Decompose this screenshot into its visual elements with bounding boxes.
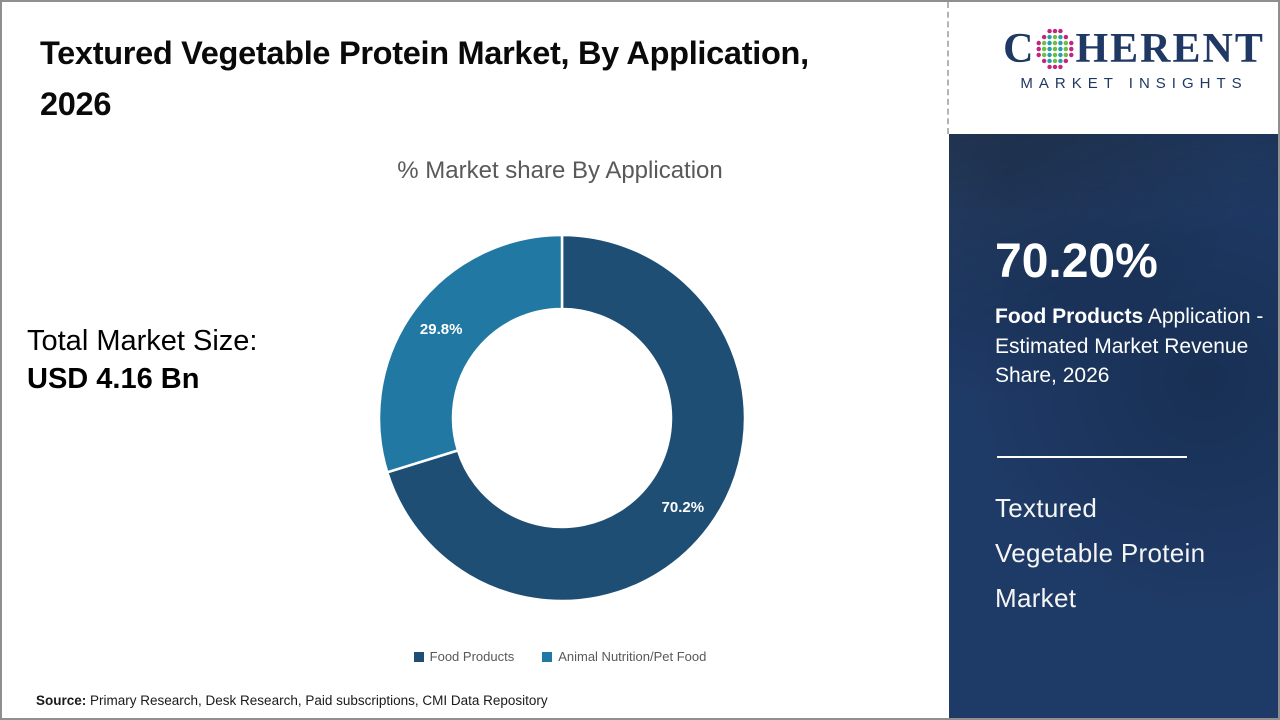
- donut-chart: 70.2% 29.8%: [375, 231, 749, 605]
- sidebar-title-line: Market: [995, 583, 1077, 613]
- globe-dot: [1064, 52, 1069, 58]
- total-market-size-value: USD 4.16 Bn: [27, 363, 200, 395]
- highlight-stat-value: 70.20%: [995, 235, 1158, 288]
- slice-label-1: 29.8%: [420, 321, 463, 338]
- globe-dot: [1064, 40, 1069, 46]
- globe-dot: [1064, 58, 1069, 64]
- donut-slice-1: [377, 233, 564, 474]
- globe-dot: [1047, 64, 1053, 70]
- globe-dot: [1053, 40, 1058, 46]
- globe-dot: [1064, 34, 1069, 40]
- sidebar-divider: [997, 456, 1187, 458]
- globe-dot: [1042, 40, 1047, 46]
- globe-dot: [1058, 34, 1064, 40]
- globe-dot: [1047, 46, 1053, 52]
- donut-slice-0: [385, 233, 747, 603]
- legend-item: Animal Nutrition/Pet Food: [542, 649, 706, 664]
- globe-dot: [1047, 58, 1053, 64]
- sidebar: 70.20% Food Products Application - Estim…: [949, 134, 1278, 718]
- source-label: Source:: [36, 693, 87, 708]
- globe-dot: [1058, 64, 1064, 70]
- globe-dot: [1042, 34, 1047, 40]
- globe-dot: [1069, 46, 1074, 52]
- globe-dot: [1036, 40, 1042, 46]
- globe-dot: [1069, 40, 1074, 46]
- globe-dot: [1053, 52, 1058, 58]
- highlight-stat-description: Food Products Application - Estimated Ma…: [995, 302, 1273, 391]
- legend-label: Animal Nutrition/Pet Food: [558, 649, 707, 664]
- globe-dot: [1053, 28, 1058, 34]
- globe-dot: [1036, 52, 1042, 58]
- total-market-size-label: Total Market Size:: [27, 325, 258, 357]
- globe-dot: [1053, 34, 1058, 40]
- page-title: Textured Vegetable Protein Market, By Ap…: [40, 35, 809, 122]
- sidebar-market-title: Textured Vegetable Protein Market: [995, 486, 1205, 621]
- globe-dot: [1069, 52, 1074, 58]
- legend-marker-icon: [542, 651, 553, 662]
- logo-letter-c: C: [1003, 26, 1036, 72]
- globe-dot: [1047, 28, 1053, 34]
- globe-dot: [1042, 52, 1047, 58]
- globe-dot: [1058, 52, 1064, 58]
- legend-item: Food Products: [413, 649, 515, 664]
- globe-dot: [1058, 58, 1064, 64]
- coherent-globe-icon: [1036, 28, 1074, 70]
- slice-label-0: 70.2%: [662, 499, 705, 516]
- globe-dot: [1058, 28, 1064, 34]
- globe-dot: [1047, 52, 1053, 58]
- source-note: Source: Primary Research, Desk Research,…: [36, 693, 548, 708]
- legend-marker-icon: [413, 651, 424, 662]
- sidebar-title-line: Textured: [995, 493, 1098, 523]
- total-market-size: Total Market Size: USD 4.16 Bn: [27, 322, 257, 398]
- globe-dot: [1053, 46, 1058, 52]
- chart-title: % Market share By Application: [397, 157, 723, 184]
- globe-dot: [1047, 34, 1053, 40]
- chart-legend: Food Products Animal Nutrition/Pet Food: [180, 649, 940, 664]
- sidebar-title-line: Vegetable Protein: [995, 538, 1206, 568]
- globe-dot: [1058, 46, 1064, 52]
- logo-letters-herent: HERENT: [1075, 26, 1265, 72]
- globe-dot: [1047, 40, 1053, 46]
- legend-label: Food Products: [429, 649, 515, 664]
- logo-tagline: MARKET INSIGHTS: [1020, 75, 1248, 92]
- stat-segment-name: Food Products: [995, 305, 1144, 328]
- globe-dot: [1053, 64, 1058, 70]
- globe-dot: [1042, 46, 1047, 52]
- globe-dot: [1064, 46, 1069, 52]
- globe-dot: [1058, 40, 1064, 46]
- source-text: Primary Research, Desk Research, Paid su…: [86, 693, 548, 708]
- header-dashed-separator: [947, 2, 949, 134]
- coherent-logo-wordmark: C HERENT: [998, 26, 1270, 72]
- globe-dot: [1042, 58, 1047, 64]
- globe-dot: [1036, 46, 1042, 52]
- stat-description-rest: Application - Estimated Market Revenue S…: [995, 305, 1264, 387]
- coherent-logo: C HERENT MARKET INSIGHTS: [998, 26, 1270, 92]
- donut-chart-svg: 70.2% 29.8%: [377, 233, 747, 603]
- globe-dot: [1053, 58, 1058, 64]
